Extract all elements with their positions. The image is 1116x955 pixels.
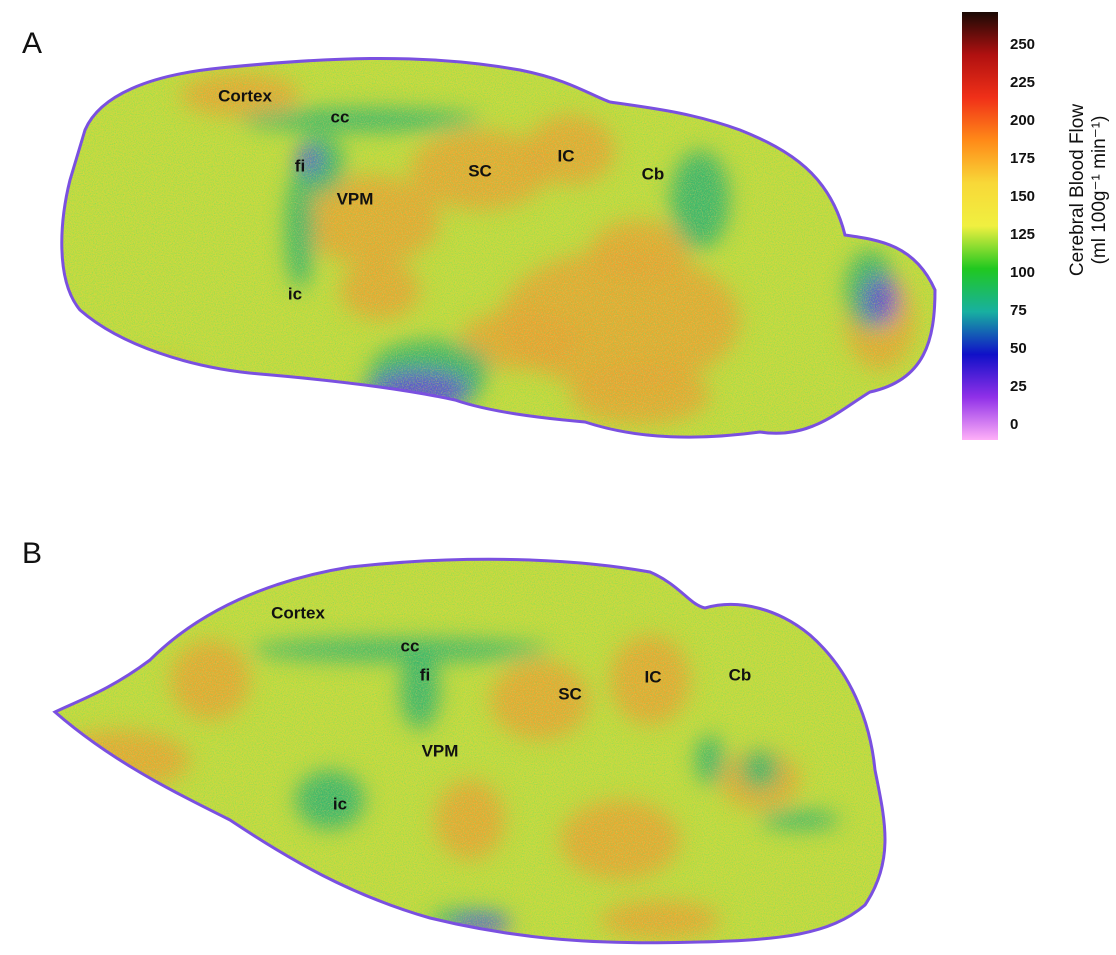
speckle: [50, 550, 900, 945]
colorbar-tick-label: 0: [1010, 416, 1018, 433]
colorbar-tick-label: 25: [1010, 378, 1027, 395]
region-label: IC: [558, 146, 575, 165]
region-label: fi: [420, 665, 430, 684]
colorbar-title: Cerebral Blood Flow: [1067, 104, 1088, 276]
panel-letter: A: [22, 27, 42, 60]
speckle: [55, 50, 940, 445]
colorbar-tick-label: 200: [1010, 112, 1035, 129]
region-label: fi: [295, 156, 305, 175]
region-label: VPM: [422, 741, 459, 760]
region-label: Cortex: [271, 603, 325, 622]
panel-letter: B: [22, 537, 42, 570]
brain-section: [55, 50, 940, 445]
region-label: SC: [558, 684, 582, 703]
colorbar-tick-label: 150: [1010, 188, 1035, 205]
region-label: ic: [333, 794, 347, 813]
region-label: SC: [468, 161, 492, 180]
brain-images: [50, 50, 940, 945]
region-label: IC: [645, 667, 662, 686]
region-label: cc: [331, 107, 350, 126]
colorbar-tick-label: 225: [1010, 74, 1035, 91]
colorbar-scale: [962, 12, 998, 440]
region-label: ic: [288, 284, 302, 303]
region-label: Cortex: [218, 86, 272, 105]
warm-region: [110, 360, 190, 400]
region-label: cc: [401, 636, 420, 655]
colorbar-tick-label: 125: [1010, 226, 1035, 243]
colorbar-tick-label: 175: [1010, 150, 1035, 167]
region-label: Cb: [729, 665, 752, 684]
region-label: Cb: [642, 164, 665, 183]
brain-section: [50, 550, 900, 945]
colorbar-unit: (ml 100g⁻¹ min⁻¹): [1089, 116, 1110, 265]
colorbar-tick-label: 100: [1010, 264, 1035, 281]
colorbar-tick-label: 75: [1010, 302, 1027, 319]
region-label: VPM: [337, 189, 374, 208]
colorbar-tick-label: 50: [1010, 340, 1027, 357]
figure: ACortexccfiSCICCbVPMicBCortexccfiSCICCbV…: [0, 0, 1116, 950]
colorbar-tick-label: 250: [1010, 36, 1035, 53]
